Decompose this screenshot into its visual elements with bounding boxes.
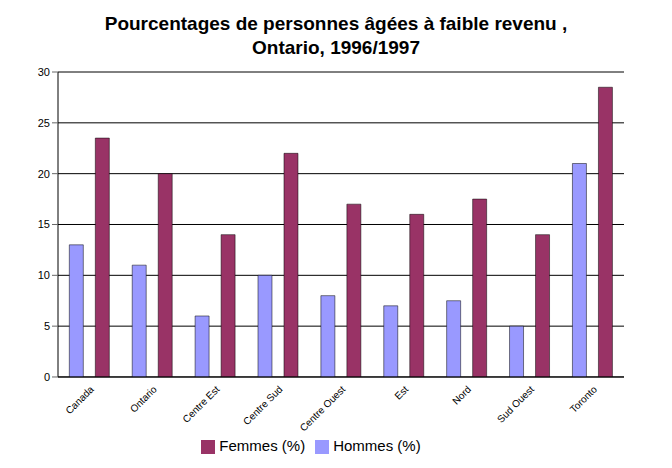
svg-text:Centre Est: Centre Est: [180, 383, 221, 424]
html-text:Femmes (%): Femmes (%): [219, 437, 306, 454]
svg-text:0: 0: [44, 371, 50, 383]
svg-text:20: 20: [38, 168, 50, 180]
svg-text:Est: Est: [392, 383, 410, 401]
html-text:Hommes (%): Hommes (%): [333, 437, 421, 454]
svg-text:Nord: Nord: [450, 384, 473, 407]
svg-text:Ontario: Ontario: [128, 383, 159, 414]
svg-text:Toronto: Toronto: [568, 383, 600, 415]
svg-text:Canada: Canada: [63, 383, 96, 416]
svg-text:10: 10: [38, 269, 50, 281]
html-text:Pourcentages de personnes âgée: Pourcentages de personnes âgées à faible…: [104, 13, 568, 58]
svg-text:15: 15: [38, 218, 50, 230]
svg-text:25: 25: [38, 117, 50, 129]
svg-text:Centre Ouest: Centre Ouest: [298, 383, 348, 433]
svg-text:30: 30: [38, 66, 50, 78]
svg-text:5: 5: [44, 320, 50, 332]
svg-text:Centre Sud: Centre Sud: [241, 384, 285, 428]
svg-text:Sud Ouest: Sud Ouest: [495, 383, 536, 424]
